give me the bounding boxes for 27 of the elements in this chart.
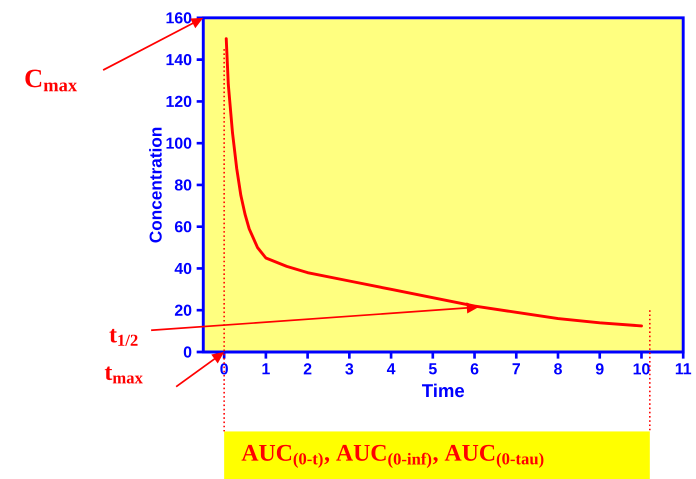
x-tick-label: 5 [428,363,437,374]
y-axis-title: Concentration [149,128,162,242]
y-tick-label: 60 [174,220,192,232]
y-tick-label: 0 [184,346,192,358]
x-tick-label: 3 [345,363,354,374]
y-tick-label: 40 [174,262,192,274]
x-tick-label: 11 [676,363,692,374]
text: t$_{max}$ [104,366,143,384]
y-tick-label: 80 [174,179,192,190]
x-tick-label: 0 [220,363,228,374]
x-axis-title: Time [422,383,464,398]
y-tick-label: 20 [174,304,192,316]
text: AUC$_{(0-t)}$, AUC$_{(0-inf)}$, AUC$_{(0-tau)}$ [242,444,544,468]
x-tick-label: 10 [634,363,650,374]
y-tick-label: 100 [166,137,192,149]
x-tick-label: 2 [304,363,312,374]
x-tick-label: 4 [386,363,396,374]
x-tick-label: 1 [262,363,270,374]
x-tick-label: 7 [512,363,520,374]
y-tick-label: 120 [166,96,192,107]
text: C$_{max}$ [25,69,78,92]
text: t$_{1/2}$ [109,328,138,346]
y-tick-label: 140 [166,54,192,66]
y-tick-label: 160 [166,12,192,24]
x-tick-label: 6 [470,363,478,374]
x-tick-label: 9 [596,363,604,374]
x-tick-label: 8 [554,363,562,374]
